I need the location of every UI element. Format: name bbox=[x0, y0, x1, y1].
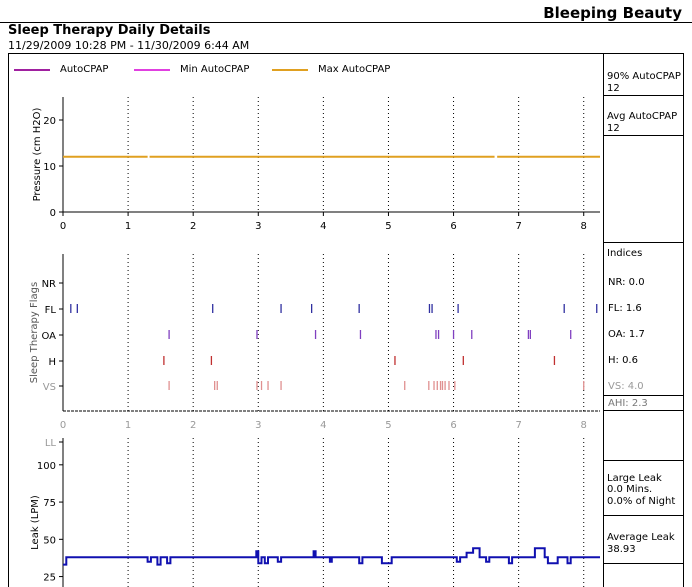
flags-x-tick-label: 7 bbox=[515, 420, 521, 431]
legend-label-autocpap: AutoCPAP bbox=[60, 64, 109, 75]
flags-y-axis-label: Sleep Therapy Flags bbox=[29, 282, 40, 383]
pressure-y-tick-label: 10 bbox=[43, 162, 56, 173]
side-rule-6 bbox=[603, 460, 684, 461]
pressure-x-tick-label: 0 bbox=[60, 221, 66, 232]
flags-x-tick-label: 0 bbox=[60, 420, 66, 431]
side-rule-1 bbox=[603, 95, 684, 96]
flags-row-label: NR bbox=[42, 279, 56, 290]
pressure-x-tick-label: 8 bbox=[581, 221, 587, 232]
avg-autocpap-value: 12 bbox=[607, 123, 620, 134]
legend-label-min-autocpap: Min AutoCPAP bbox=[180, 64, 250, 75]
legend-swatch-max-autocpap bbox=[272, 68, 308, 71]
report-title: Sleep Therapy Daily Details bbox=[8, 23, 211, 38]
legend-swatch-autocpap bbox=[14, 68, 50, 71]
pressure-y-axis-label: Pressure (cm H2O) bbox=[32, 107, 43, 201]
avg-leak-label: Average Leak bbox=[607, 532, 675, 543]
leak-y-tick-label: 25 bbox=[43, 573, 56, 584]
leak-y-axis-label: Leak (LPM) bbox=[30, 495, 41, 550]
pressure-y-tick-label: 20 bbox=[43, 116, 56, 127]
side-rule-2 bbox=[603, 135, 684, 136]
large-leak-mins: 0.0 Mins. bbox=[607, 484, 653, 495]
pressure-x-tick-label: 1 bbox=[125, 221, 131, 232]
avg-autocpap-label: Avg AutoCPAP bbox=[607, 111, 678, 122]
flags-x-tick-label: 8 bbox=[581, 420, 587, 431]
flags-x-tick-label: 5 bbox=[385, 420, 391, 431]
flags-x-tick-label: 6 bbox=[450, 420, 456, 431]
pressure-x-tick-label: 7 bbox=[515, 221, 521, 232]
leak-ll-label: LL bbox=[45, 438, 57, 449]
index-nr: NR: 0.0 bbox=[608, 277, 645, 288]
side-rule-5 bbox=[603, 410, 684, 411]
ahi-value: AHI: 2.3 bbox=[608, 398, 648, 409]
leak-y-tick-label: 50 bbox=[43, 535, 56, 546]
flags-x-tick-label: 1 bbox=[125, 420, 131, 431]
legend-item-autocpap: AutoCPAP bbox=[14, 64, 108, 75]
side-rule-7 bbox=[603, 515, 684, 516]
index-oa: OA: 1.7 bbox=[608, 329, 645, 340]
side-rule-3 bbox=[603, 242, 684, 243]
index-vs: VS: 4.0 bbox=[608, 381, 644, 392]
legend-item-max-autocpap: Max AutoCPAP bbox=[272, 64, 390, 75]
flags-row-label: OA bbox=[41, 331, 56, 342]
flags-x-tick-label: 3 bbox=[255, 420, 261, 431]
indices-title: Indices bbox=[607, 248, 643, 259]
legend-label-max-autocpap: Max AutoCPAP bbox=[318, 64, 391, 75]
large-leak-pct: 0.0% of Night bbox=[607, 496, 676, 507]
pressure-x-tick-label: 3 bbox=[255, 221, 261, 232]
avg-leak-value: 38.93 bbox=[607, 544, 636, 555]
flags-x-tick-label: 2 bbox=[190, 420, 196, 431]
date-range: 11/29/2009 10:28 PM - 11/30/2009 6:44 AM bbox=[8, 39, 250, 52]
flags-row-label: H bbox=[48, 357, 56, 368]
index-fl: FL: 1.6 bbox=[608, 303, 642, 314]
flags-row-label: VS bbox=[43, 382, 56, 393]
header-rule bbox=[0, 22, 692, 23]
pressure-x-tick-label: 5 bbox=[385, 221, 391, 232]
flags-row-label: FL bbox=[45, 305, 57, 316]
pressure-x-tick-label: 4 bbox=[320, 221, 326, 232]
leak-series-line bbox=[63, 547, 600, 566]
flags-x-tick-label: 4 bbox=[320, 420, 326, 431]
pressure-y-tick-label: 0 bbox=[50, 208, 56, 219]
p90-value: 12 bbox=[607, 83, 620, 94]
legend-swatch-min-autocpap bbox=[134, 68, 170, 71]
pressure-x-tick-label: 6 bbox=[450, 221, 456, 232]
p90-label: 90% AutoCPAP bbox=[607, 71, 681, 82]
brand-name: Bleeping Beauty bbox=[543, 4, 682, 22]
pressure-x-tick-label: 2 bbox=[190, 221, 196, 232]
side-panel-divider bbox=[603, 53, 604, 587]
side-rule-8 bbox=[603, 563, 684, 564]
leak-y-tick-label: 75 bbox=[43, 498, 56, 509]
chart-frame bbox=[8, 53, 684, 587]
legend-item-min-autocpap: Min AutoCPAP bbox=[134, 64, 249, 75]
index-h: H: 0.6 bbox=[608, 355, 638, 366]
leak-y-tick-label: 100 bbox=[37, 461, 56, 472]
side-rule-4 bbox=[603, 395, 684, 396]
large-leak-title: Large Leak bbox=[607, 473, 662, 484]
